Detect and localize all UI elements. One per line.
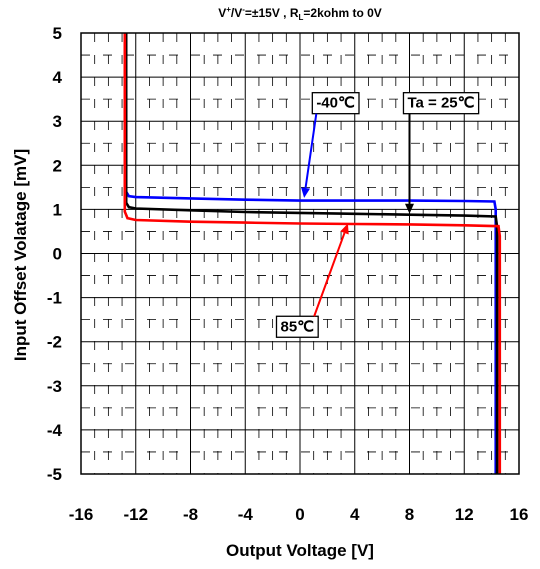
series-layer [123, 33, 502, 474]
y-tick-label: -4 [47, 421, 63, 440]
annotation-box [275, 315, 319, 338]
x-tick-label: -8 [183, 505, 198, 524]
annotation: Ta = 25℃ [402, 92, 480, 214]
x-tick-label: 16 [510, 505, 529, 524]
x-tick-label: 8 [405, 505, 414, 524]
annotation-box [402, 92, 480, 115]
y-tick-label: 5 [53, 24, 62, 43]
annotation-label: -40℃ [316, 95, 355, 112]
annotations: -40℃ Ta = 25℃ 85℃ [275, 92, 480, 338]
series-line-1 [124, 33, 499, 474]
chart-title: V+/V-=±15V , RL=2kohm to 0V [218, 5, 382, 22]
x-tick-labels: -16 -12 -8 -4 0 4 8 12 16 [69, 505, 529, 524]
x-tick-label: 12 [455, 505, 474, 524]
y-tick-label: -1 [47, 289, 62, 308]
annotation: -40℃ [301, 92, 360, 198]
x-tick-label: -4 [238, 505, 254, 524]
annotation-label: Ta = 25℃ [407, 95, 474, 112]
y-axis-label: Input Offset Volatage [mV] [11, 149, 30, 361]
annotation-arrow-line [313, 232, 346, 317]
annotation-label: 85℃ [280, 318, 314, 335]
x-axis-label: Output Voltage [V] [226, 541, 374, 560]
annotation-arrowhead [405, 203, 414, 214]
y-tick-label: 1 [53, 200, 62, 219]
y-tick-label: 4 [53, 68, 63, 87]
x-tick-label: -12 [123, 505, 148, 524]
y-tick-label: 2 [53, 156, 62, 175]
y-tick-label: -2 [47, 333, 62, 352]
x-tick-label: 4 [350, 505, 360, 524]
y-tick-label: 0 [53, 245, 62, 264]
series-line-0 [124, 33, 497, 474]
y-tick-labels: 5 4 3 2 1 0 -1 -2 -3 -4 -5 [47, 24, 63, 484]
annotation-box [311, 92, 360, 115]
y-tick-label: -5 [47, 465, 62, 484]
plot-frame [80, 32, 520, 475]
annotation-arrow-line [304, 113, 318, 189]
annotation-arrowhead [301, 187, 310, 198]
annotation-arrowhead [340, 223, 349, 235]
annotation: 85℃ [275, 223, 349, 338]
y-tick-label: 3 [53, 112, 62, 131]
y-tick-label: -3 [47, 377, 62, 396]
series-line-2 [123, 33, 502, 474]
x-tick-label: 0 [295, 505, 304, 524]
x-tick-label: -16 [69, 505, 94, 524]
